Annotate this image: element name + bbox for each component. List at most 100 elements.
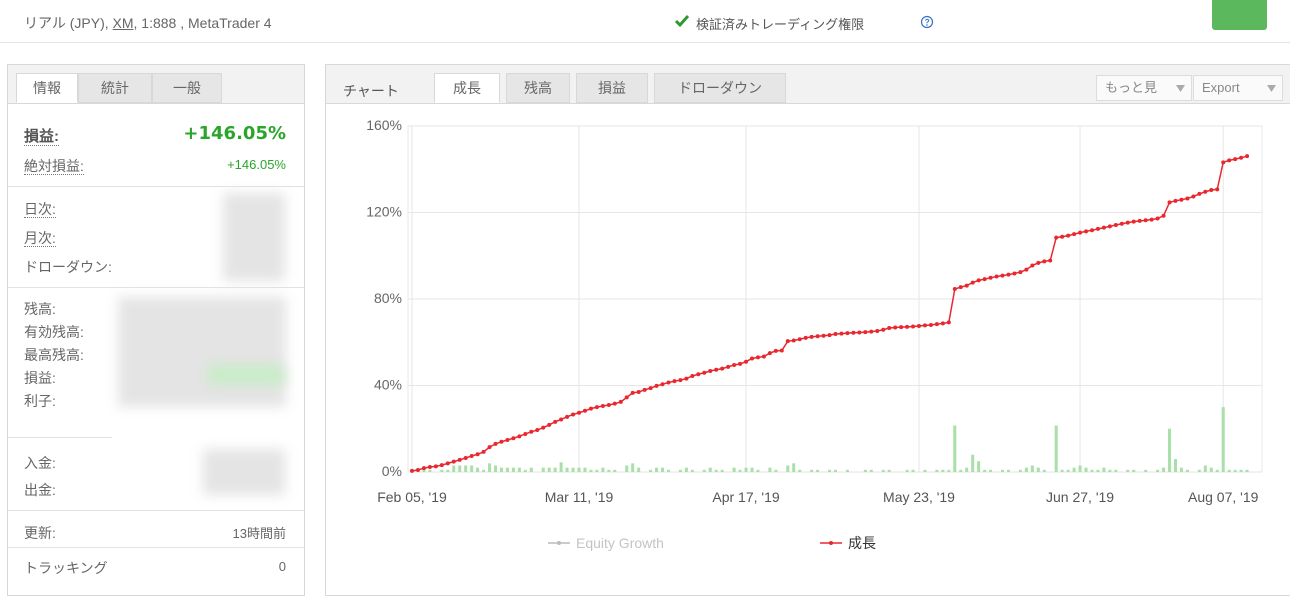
more-button[interactable]: もっと見 (1096, 75, 1192, 101)
bar (887, 469, 891, 472)
point (618, 399, 623, 404)
point (529, 429, 534, 434)
discuss-button[interactable] (1212, 0, 1267, 30)
bar (756, 469, 760, 472)
point (732, 362, 737, 367)
point (451, 459, 456, 464)
x-tick-label: Mar 11, '19 (545, 489, 614, 505)
point (1167, 200, 1172, 205)
tab[interactable]: ドローダウン (654, 73, 786, 103)
point (1006, 272, 1011, 277)
tracking-label: トラッキング (24, 560, 108, 576)
tab[interactable]: 損益 (576, 73, 648, 103)
broker-link[interactable]: XM (112, 15, 134, 31)
point (833, 332, 838, 337)
bar (690, 469, 694, 472)
point (612, 401, 617, 406)
point (839, 331, 844, 336)
bar (1006, 469, 1010, 472)
point (988, 275, 993, 280)
point (1036, 260, 1041, 265)
blurred-values (223, 193, 285, 281)
bar (661, 467, 665, 472)
bar (732, 467, 736, 472)
point (588, 406, 593, 411)
bar (499, 467, 503, 472)
export-button[interactable]: Export (1193, 75, 1283, 101)
separator (8, 287, 304, 288)
point (1185, 196, 1190, 201)
point (1221, 160, 1226, 165)
bar (565, 467, 569, 472)
point (934, 322, 939, 327)
row-label: 入金: (24, 455, 56, 471)
point (1227, 158, 1232, 163)
tab[interactable]: 残高 (506, 73, 570, 103)
point (493, 441, 498, 446)
bar (1054, 425, 1058, 472)
point (785, 339, 790, 344)
tab[interactable]: 一般 (152, 73, 222, 103)
chart-panel-title: チャート (343, 83, 399, 99)
point (600, 404, 605, 409)
point (1030, 263, 1035, 268)
point (433, 464, 438, 469)
account-info: リアル (JPY), XM, 1:888 , MetaTrader 4 (24, 13, 272, 33)
point (1149, 217, 1154, 222)
point (684, 376, 689, 381)
point (523, 431, 528, 436)
legend-label: Equity Growth (576, 535, 664, 551)
separator (8, 547, 304, 548)
bar (1096, 469, 1100, 472)
separator (8, 510, 304, 511)
point (911, 324, 916, 329)
bar (488, 463, 492, 472)
point (666, 380, 671, 385)
bar (845, 469, 849, 472)
account-type: リアル (JPY), (24, 15, 109, 31)
x-tick-label: Aug 07, '19 (1188, 489, 1259, 505)
bar (792, 463, 796, 472)
point (1113, 223, 1118, 228)
bar (529, 467, 533, 472)
point (421, 466, 426, 471)
bar (1066, 469, 1070, 472)
point (738, 361, 743, 366)
bar (1168, 428, 1172, 472)
tab[interactable]: 成長 (434, 73, 500, 103)
bar (1233, 469, 1237, 472)
point (1095, 226, 1100, 231)
point (881, 327, 886, 332)
point (1203, 189, 1208, 194)
updated-value: 13時間前 (232, 526, 286, 541)
bar (1108, 469, 1112, 472)
bar (1024, 467, 1028, 472)
y-tick-label: 40% (374, 377, 402, 393)
point (541, 425, 546, 430)
bar (482, 469, 486, 472)
tab[interactable]: 情報 (16, 73, 78, 103)
point (761, 354, 766, 359)
help-icon[interactable] (920, 15, 934, 29)
point (815, 334, 820, 339)
point (767, 351, 772, 356)
point (511, 436, 516, 441)
bar (547, 467, 551, 472)
tab[interactable]: 統計 (78, 73, 152, 103)
bar (1072, 467, 1076, 472)
point (654, 383, 659, 388)
dropdown-icon (1176, 85, 1185, 92)
point (690, 373, 695, 378)
point (624, 395, 629, 400)
bar (476, 467, 480, 472)
point (744, 359, 749, 364)
point (1143, 218, 1148, 223)
bar (1030, 465, 1034, 472)
bar (541, 467, 545, 472)
point (565, 414, 570, 419)
point (946, 320, 951, 325)
bar (1132, 469, 1136, 472)
bar (1102, 467, 1106, 472)
bar (1239, 469, 1243, 472)
point (487, 445, 492, 450)
